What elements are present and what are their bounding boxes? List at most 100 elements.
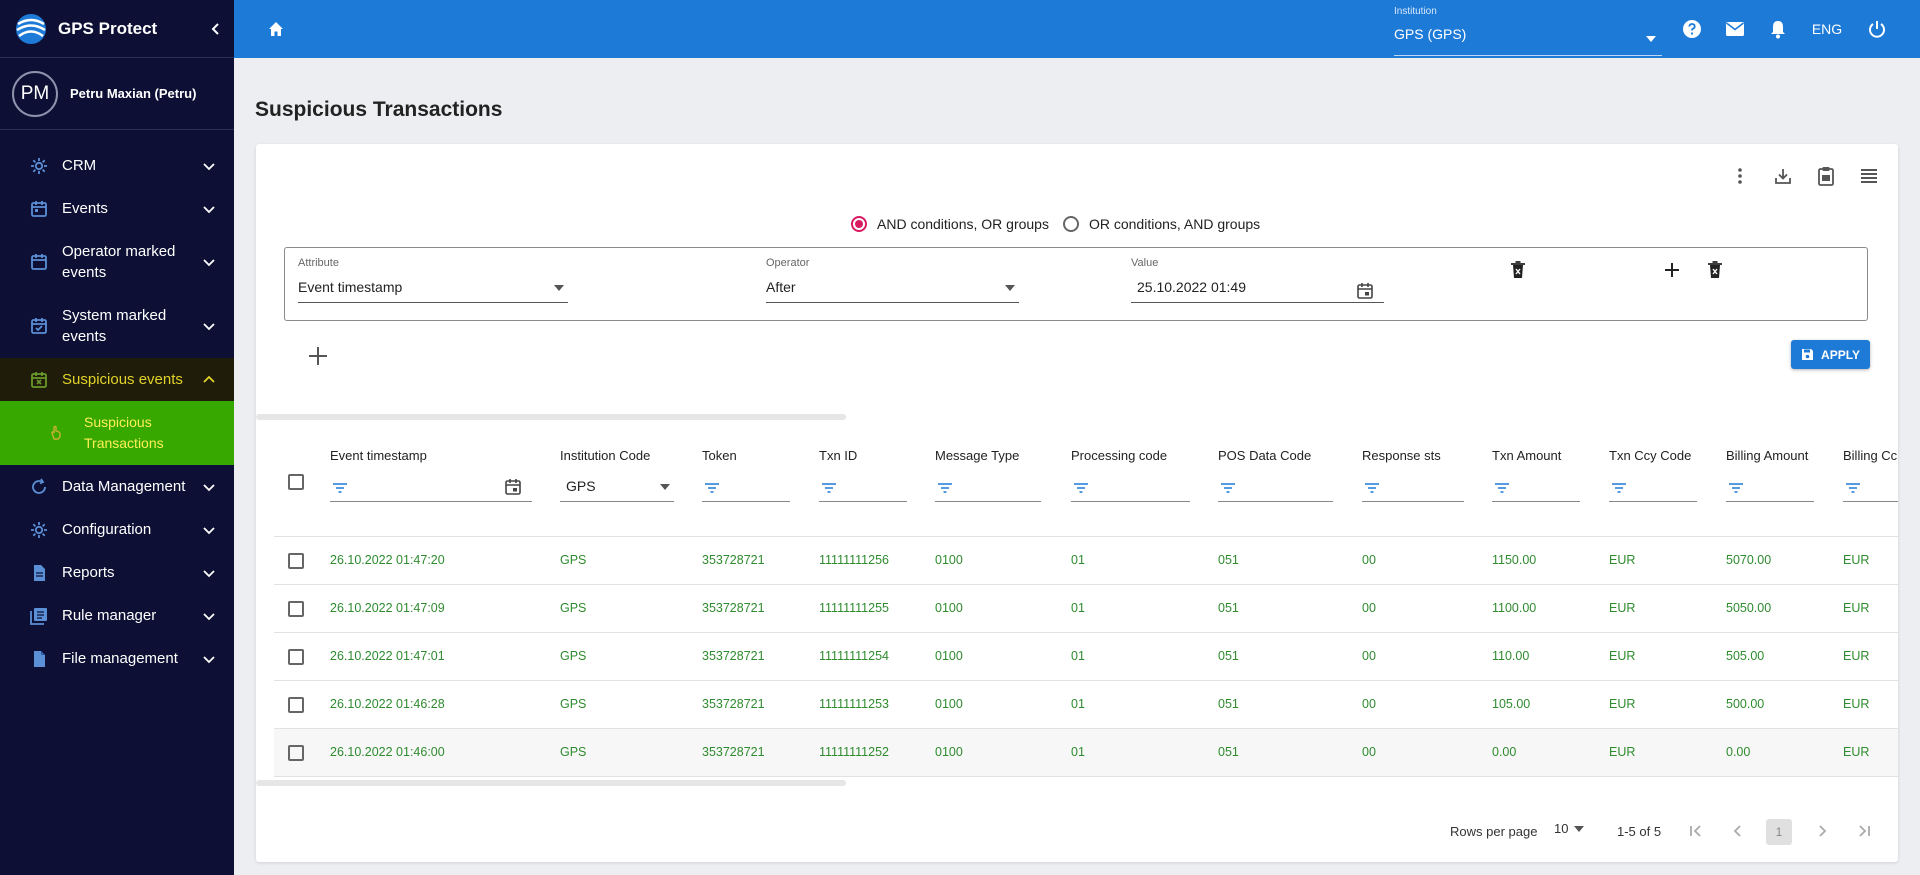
filter-billing-amount[interactable] bbox=[1726, 474, 1814, 502]
chevron-down-icon bbox=[203, 526, 215, 534]
table-row[interactable]: 26.10.2022 01:47:01 GPS 353728721 111111… bbox=[274, 633, 1898, 681]
institution-select[interactable]: Institution GPS (GPS) bbox=[1394, 6, 1662, 56]
or-conditions-radio[interactable] bbox=[1062, 216, 1079, 232]
header-institution-code[interactable]: Institution Code bbox=[560, 448, 651, 463]
calendar-icon[interactable] bbox=[504, 478, 522, 496]
next-page-button[interactable] bbox=[1807, 816, 1837, 846]
header-txn-id[interactable]: Txn ID bbox=[819, 448, 858, 463]
sidebar-item-reports[interactable]: Reports bbox=[0, 551, 234, 594]
add-group-button[interactable] bbox=[302, 340, 334, 372]
cell-event-timestamp: 26.10.2022 01:46:00 bbox=[330, 745, 445, 759]
table-row[interactable]: 26.10.2022 01:47:09 GPS 353728721 111111… bbox=[274, 585, 1898, 633]
attribute-select[interactable]: Attribute Event timestamp bbox=[298, 257, 568, 303]
user-name: Petru Maxian (Petru) bbox=[70, 86, 197, 101]
first-page-icon bbox=[1690, 825, 1701, 837]
cell-processing-code: 01 bbox=[1071, 697, 1085, 711]
filter-txn-id[interactable] bbox=[819, 474, 907, 502]
filter-txn-amount[interactable] bbox=[1492, 474, 1580, 502]
columns-button[interactable] bbox=[1847, 158, 1890, 194]
row-checkbox[interactable] bbox=[288, 745, 304, 761]
sidebar-item-configuration[interactable]: Configuration bbox=[0, 508, 234, 551]
cell-institution-code: GPS bbox=[560, 553, 587, 567]
download-button[interactable] bbox=[1761, 158, 1804, 194]
and-conditions-option[interactable]: AND conditions, OR groups bbox=[851, 216, 1049, 232]
table-row[interactable]: 26.10.2022 01:46:00 GPS 353728721 111111… bbox=[274, 729, 1898, 777]
table-row[interactable]: 26.10.2022 01:47:20 GPS 353728721 111111… bbox=[274, 537, 1898, 585]
row-checkbox[interactable] bbox=[288, 601, 304, 617]
notifications-button[interactable] bbox=[1756, 9, 1799, 49]
filter-institution-code[interactable]: GPS bbox=[560, 474, 674, 502]
filter-processing-code[interactable] bbox=[1071, 474, 1190, 502]
sidebar-item-file-management[interactable]: File management bbox=[0, 637, 234, 680]
row-checkbox[interactable] bbox=[288, 697, 304, 713]
delete-condition-button[interactable] bbox=[1504, 256, 1532, 284]
cell-txn-amount: 105.00 bbox=[1492, 697, 1531, 711]
filter-message-type[interactable] bbox=[935, 474, 1041, 502]
sidebar-item-events[interactable]: Events bbox=[0, 187, 234, 230]
filter-txn-ccy-code[interactable] bbox=[1609, 474, 1697, 502]
sidebar-item-rule-manager[interactable]: Rule manager bbox=[0, 594, 234, 637]
or-conditions-option[interactable]: OR conditions, AND groups bbox=[1062, 216, 1260, 232]
cell-processing-code: 01 bbox=[1071, 601, 1085, 615]
sidebar-subitem-suspicious-transactions[interactable]: Suspicious Transactions bbox=[0, 401, 234, 465]
first-page-button[interactable] bbox=[1681, 816, 1711, 846]
pagination: Rows per page 10 1-5 of 5 1 bbox=[256, 808, 1898, 848]
operator-select[interactable]: Operator After bbox=[766, 257, 1019, 303]
header-processing-code[interactable]: Processing code bbox=[1071, 448, 1168, 463]
messages-button[interactable] bbox=[1713, 9, 1756, 49]
sidebar-item-crm[interactable]: CRM bbox=[0, 144, 234, 187]
more-options-button[interactable] bbox=[1718, 158, 1761, 194]
rows-per-page-select[interactable]: 10 bbox=[1554, 821, 1585, 836]
clipboard-button[interactable] bbox=[1804, 158, 1847, 194]
header-txn-ccy-code[interactable]: Txn Ccy Code bbox=[1609, 448, 1692, 463]
cell-response-sts: 00 bbox=[1362, 601, 1376, 615]
add-condition-button[interactable] bbox=[1658, 256, 1686, 284]
cell-txn-amount: 1150.00 bbox=[1492, 553, 1537, 567]
header-billing-ccy[interactable]: Billing Cc bbox=[1843, 448, 1898, 463]
sidebar-item-operator-marked-events[interactable]: Operator marked events bbox=[0, 230, 234, 294]
sidebar-item-system-marked-events[interactable]: System marked events bbox=[0, 294, 234, 358]
card-toolbar bbox=[1718, 158, 1890, 194]
cell-event-timestamp: 26.10.2022 01:47:09 bbox=[330, 601, 445, 615]
logout-button[interactable] bbox=[1855, 9, 1898, 49]
filter-token[interactable] bbox=[702, 474, 790, 502]
user-profile[interactable]: PM Petru Maxian (Petru) bbox=[0, 58, 234, 130]
calendar-icon[interactable] bbox=[1356, 282, 1374, 300]
header-response-sts[interactable]: Response sts bbox=[1362, 448, 1441, 463]
filter-pos-data-code[interactable] bbox=[1218, 474, 1333, 502]
chevron-right-icon bbox=[1819, 825, 1827, 837]
language-switcher[interactable]: ENG bbox=[1811, 21, 1843, 37]
previous-page-button[interactable] bbox=[1723, 816, 1753, 846]
collapse-sidebar-button[interactable] bbox=[198, 11, 234, 47]
row-checkbox[interactable] bbox=[288, 649, 304, 665]
header-message-type[interactable]: Message Type bbox=[935, 448, 1020, 463]
row-checkbox[interactable] bbox=[288, 553, 304, 569]
filter-event-timestamp[interactable] bbox=[330, 474, 532, 502]
cell-txn-id: 11111111252 bbox=[819, 745, 889, 759]
last-page-button[interactable] bbox=[1849, 816, 1879, 846]
sidebar-item-data-management[interactable]: Data Management bbox=[0, 465, 234, 508]
cell-response-sts: 00 bbox=[1362, 745, 1376, 759]
delete-group-button[interactable] bbox=[1701, 256, 1729, 284]
cell-message-type: 0100 bbox=[935, 601, 963, 615]
header-billing-amount[interactable]: Billing Amount bbox=[1726, 448, 1809, 463]
header-pos-data-code[interactable]: POS Data Code bbox=[1218, 448, 1312, 463]
apply-button[interactable]: APPLY bbox=[1791, 340, 1870, 369]
cell-billing-amount: 0.00 bbox=[1726, 745, 1751, 759]
header-token[interactable]: Token bbox=[702, 448, 737, 463]
value-date-field[interactable]: Value 25.10.2022 01:49 bbox=[1131, 257, 1384, 303]
header-event-timestamp[interactable]: Event timestamp bbox=[330, 448, 427, 463]
cell-message-type: 0100 bbox=[935, 745, 963, 759]
help-button[interactable] bbox=[1670, 9, 1713, 49]
home-button[interactable] bbox=[256, 9, 296, 49]
header-txn-amount[interactable]: Txn Amount bbox=[1492, 448, 1562, 463]
filter-billing-ccy[interactable] bbox=[1843, 474, 1898, 502]
current-page-button[interactable]: 1 bbox=[1766, 819, 1792, 845]
select-all-checkbox[interactable] bbox=[288, 474, 304, 490]
filter-response-sts[interactable] bbox=[1362, 474, 1464, 502]
and-conditions-radio[interactable] bbox=[851, 216, 867, 232]
horizontal-scrollbar-top[interactable] bbox=[256, 414, 846, 420]
horizontal-scrollbar-bottom[interactable] bbox=[256, 780, 846, 786]
table-row[interactable]: 26.10.2022 01:46:28 GPS 353728721 111111… bbox=[274, 681, 1898, 729]
sidebar-item-suspicious-events[interactable]: Suspicious events bbox=[0, 358, 234, 401]
